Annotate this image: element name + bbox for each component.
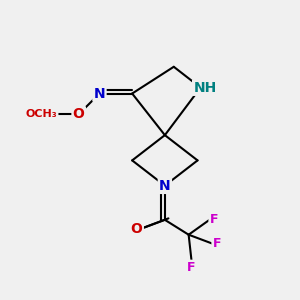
Text: F: F [210, 213, 218, 226]
Text: OCH₃: OCH₃ [26, 109, 57, 119]
Text: N: N [159, 179, 171, 193]
Text: F: F [213, 237, 221, 250]
Text: N: N [94, 86, 105, 100]
Text: F: F [188, 261, 196, 274]
Text: O: O [73, 107, 85, 121]
Text: NH: NH [194, 81, 217, 94]
Text: O: O [131, 222, 142, 236]
